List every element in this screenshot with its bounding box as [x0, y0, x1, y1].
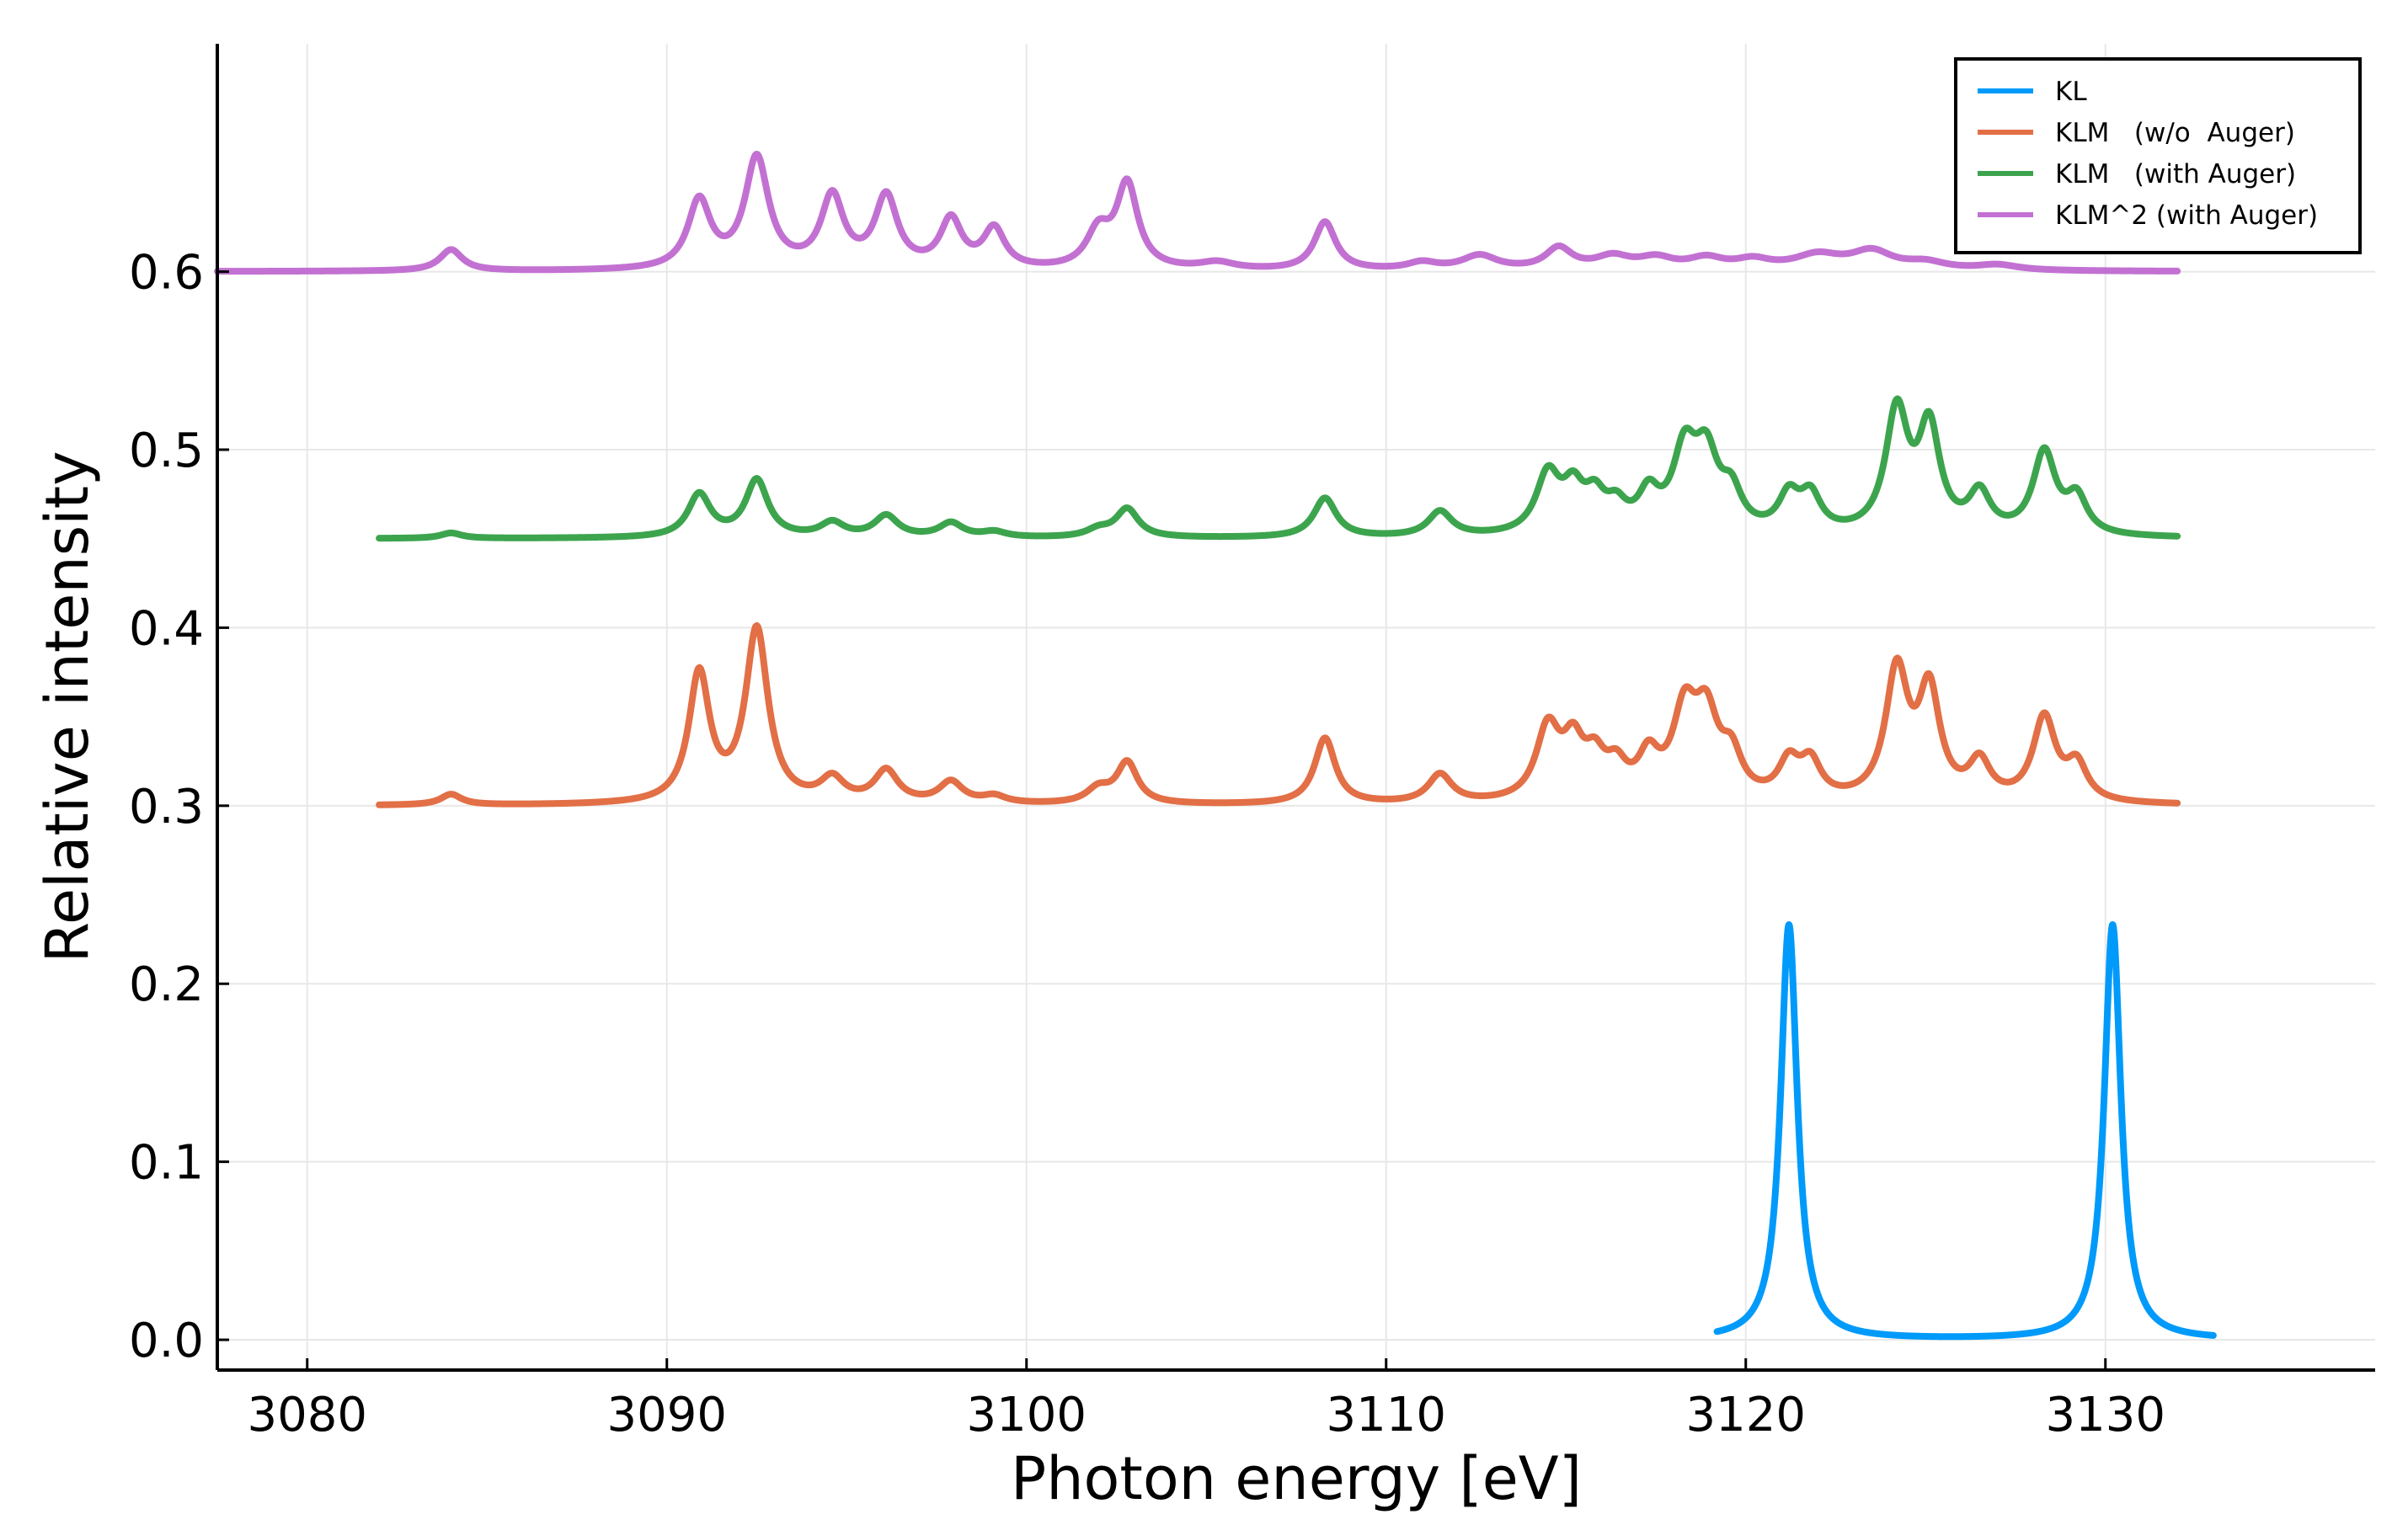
- series-line-1: [376, 621, 2181, 808]
- y-tick-label: 0.0: [129, 1314, 204, 1368]
- legend-label: KLM (w/o Auger): [2055, 118, 2295, 148]
- y-tick-label: 0.2: [129, 957, 204, 1012]
- x-axis-title: Photon energy [eV]: [1011, 1444, 1582, 1513]
- plot-series: [214, 150, 2217, 1341]
- y-tick-label: 0.5: [129, 424, 204, 478]
- x-tick-label: 3110: [1326, 1388, 1446, 1442]
- legend-label: KL: [2055, 77, 2087, 107]
- axes: [216, 44, 2375, 1372]
- series-line-3: [214, 150, 2181, 275]
- x-tick-label: 3130: [2045, 1388, 2165, 1442]
- x-tick-label: 3080: [247, 1388, 367, 1442]
- y-axis-title: Relative intensity: [33, 451, 102, 962]
- legend: KL KLM (w/o Auger) KLM (with Auger) KLM^2 (…: [1954, 57, 2362, 254]
- tick-marks: 3080 3090 3100 3110 3120 3130 0.0 0.1 0.2 0.3 0.4 0…: [129, 246, 2165, 1442]
- grid: [217, 44, 2375, 1370]
- legend-label: KLM (with Auger): [2055, 159, 2296, 189]
- series-line-2: [376, 395, 2181, 542]
- y-tick-label: 0.1: [129, 1136, 204, 1191]
- y-tick-label: 0.4: [129, 601, 204, 656]
- x-tick-label: 3090: [606, 1388, 727, 1442]
- x-tick-label: 3120: [1685, 1388, 1806, 1442]
- y-tick-label: 0.3: [129, 780, 204, 834]
- series-line-0: [1713, 921, 2217, 1341]
- y-tick-label: 0.6: [129, 246, 204, 301]
- x-tick-label: 3100: [966, 1388, 1087, 1442]
- legend-label: KLM^2 (with Auger): [2055, 200, 2318, 231]
